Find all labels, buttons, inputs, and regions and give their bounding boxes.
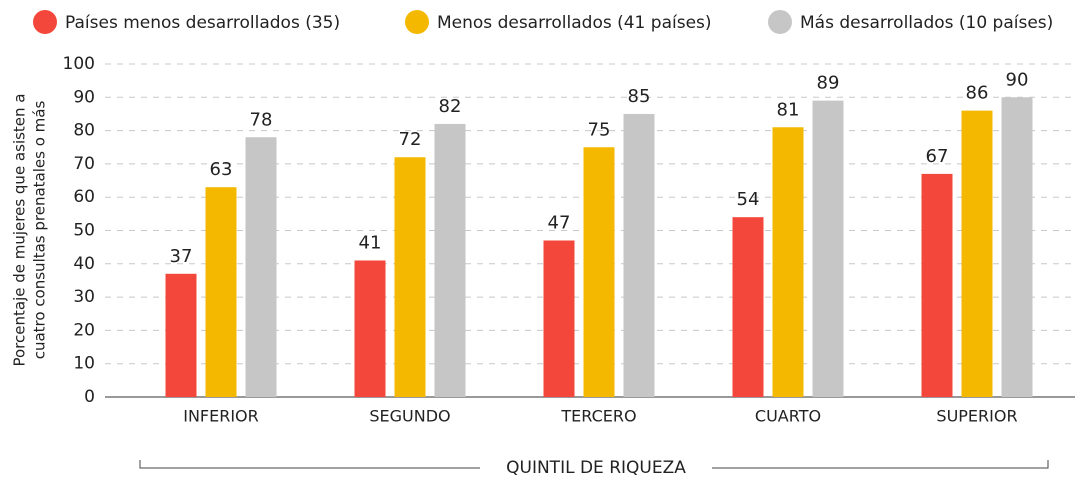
y-tick-label: 70 xyxy=(73,154,95,174)
x-tick-label: SEGUNDO xyxy=(369,407,450,426)
value-label: 78 xyxy=(250,109,273,130)
bar xyxy=(205,187,237,397)
x-tick-label: SUPERIOR xyxy=(936,407,1017,426)
value-label: 82 xyxy=(439,96,462,117)
x-tick-label: TERCERO xyxy=(560,407,636,426)
bar xyxy=(921,173,953,397)
bar xyxy=(394,157,426,397)
bar xyxy=(543,240,575,397)
value-label: 47 xyxy=(548,212,571,233)
y-tick-label: 50 xyxy=(73,221,95,241)
y-tick-label: 90 xyxy=(73,87,95,107)
y-tick-label: 60 xyxy=(73,187,95,207)
value-label: 75 xyxy=(588,119,611,140)
legend-label: Menos desarrollados (41 países) xyxy=(437,13,712,33)
legend-label: Países menos desarrollados (35) xyxy=(65,13,340,33)
bar xyxy=(772,127,804,398)
y-tick-label: 20 xyxy=(73,320,95,340)
bar xyxy=(623,113,655,397)
legend-label: Más desarrollados (10 países) xyxy=(800,13,1053,33)
x-tick-label: CUARTO xyxy=(755,407,821,426)
value-label: 41 xyxy=(359,232,382,253)
value-label: 63 xyxy=(210,159,233,180)
x-tick-label: INFERIOR xyxy=(183,407,259,426)
y-tick-label: 100 xyxy=(63,54,95,74)
y-tick-label: 80 xyxy=(73,121,95,141)
legend-swatch xyxy=(33,10,57,34)
value-label: 90 xyxy=(1006,69,1029,90)
value-label: 37 xyxy=(170,246,193,267)
y-tick-label: 10 xyxy=(73,354,95,374)
bar xyxy=(583,147,615,397)
value-label: 54 xyxy=(737,189,760,210)
y-axis-title: Porcentaje de mujeres que asisten a xyxy=(11,93,29,366)
bar xyxy=(812,100,844,397)
bar xyxy=(354,260,386,397)
bar xyxy=(732,217,764,397)
value-label: 85 xyxy=(628,86,651,107)
bar xyxy=(961,110,993,398)
bar xyxy=(165,273,197,397)
value-label: 81 xyxy=(777,99,800,120)
value-label: 67 xyxy=(926,146,949,167)
y-tick-label: 0 xyxy=(84,387,95,407)
value-label: 86 xyxy=(966,83,989,104)
x-axis-title: QUINTIL DE RIQUEZA xyxy=(506,458,686,478)
y-tick-label: 30 xyxy=(73,287,95,307)
legend-swatch xyxy=(405,10,429,34)
y-tick-label: 40 xyxy=(73,254,95,274)
legend-swatch xyxy=(768,10,792,34)
x-bracket xyxy=(139,460,1049,469)
bar xyxy=(1001,97,1033,398)
bar xyxy=(245,137,277,397)
value-label: 72 xyxy=(399,129,422,150)
bar xyxy=(434,123,466,397)
y-axis-title: cuatro consultas prenatales o más xyxy=(31,101,49,360)
value-label: 89 xyxy=(817,73,840,94)
